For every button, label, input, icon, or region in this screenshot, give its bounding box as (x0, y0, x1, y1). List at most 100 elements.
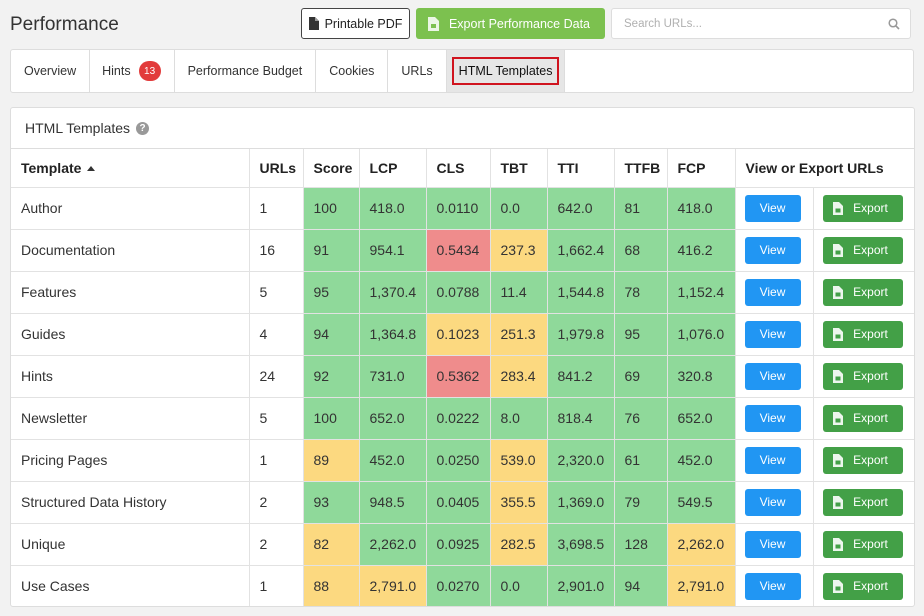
column-header-fcp[interactable]: FCP (667, 149, 736, 188)
column-header-score[interactable]: Score (303, 149, 360, 188)
tti-cell: 1,662.4 (547, 229, 615, 272)
templates-table: Template URLs Score LCP CLS TBT TTI TTFB… (11, 149, 914, 606)
fcp-cell: 1,076.0 (667, 313, 736, 356)
tti-cell: 2,320.0 (547, 439, 615, 482)
lcp-cell: 2,262.0 (359, 523, 427, 566)
export-button[interactable]: Export (822, 488, 903, 516)
column-header-template[interactable]: Template (11, 149, 250, 188)
view-button[interactable]: View (744, 572, 801, 600)
view-button[interactable]: View (744, 278, 801, 306)
export-button[interactable]: Export (822, 572, 903, 600)
template-name: Pricing Pages (11, 439, 250, 482)
spreadsheet-icon (827, 453, 849, 467)
tti-cell: 3,698.5 (547, 523, 615, 566)
fcp-cell: 652.0 (667, 397, 736, 440)
printable-pdf-button[interactable]: Printable PDF (301, 8, 410, 39)
view-cell: View (735, 187, 814, 230)
column-header-urls[interactable]: URLs (249, 149, 304, 188)
cls-cell: 0.5434 (426, 229, 491, 272)
column-header-lcp[interactable]: LCP (359, 149, 427, 188)
export-button[interactable]: Export (822, 236, 903, 264)
tab-performance-budget[interactable]: Performance Budget (175, 50, 317, 92)
hints-count-badge: 13 (138, 61, 161, 81)
score-cell: 95 (303, 271, 360, 314)
view-cell: View (735, 313, 814, 356)
tti-cell: 1,544.8 (547, 271, 615, 314)
search-icon[interactable] (888, 18, 900, 30)
fcp-cell: 2,791.0 (667, 565, 736, 606)
lcp-cell: 1,370.4 (359, 271, 427, 314)
tti-cell: 642.0 (547, 187, 615, 230)
tti-cell: 818.4 (547, 397, 615, 440)
export-cell: Export (813, 439, 914, 482)
table-row: Author 1 100 418.0 0.0110 0.0 642.0 81 418.0 View… (11, 187, 914, 230)
column-header-tti[interactable]: TTI (547, 149, 615, 188)
tab-overview[interactable]: Overview (11, 50, 91, 92)
tbt-cell: 355.5 (490, 481, 548, 524)
view-button[interactable]: View (744, 236, 801, 264)
export-button[interactable]: Export (822, 404, 903, 432)
column-header-ttfb[interactable]: TTFB (614, 149, 668, 188)
template-name: Hints (11, 355, 250, 398)
cls-cell: 0.0222 (426, 397, 491, 440)
score-cell: 92 (303, 355, 360, 398)
table-row: Use Cases 1 88 2,791.0 0.0270 0.0 2,901.0 94 2,7… (11, 565, 914, 606)
view-cell: View (735, 481, 814, 524)
url-count: 1 (249, 565, 304, 606)
view-button[interactable]: View (744, 404, 801, 432)
cls-cell: 0.0788 (426, 271, 491, 314)
column-header-cls[interactable]: CLS (426, 149, 491, 188)
view-button[interactable]: View (744, 362, 801, 390)
export-cell: Export (813, 565, 914, 606)
template-name: Unique (11, 523, 250, 566)
tti-cell: 1,979.8 (547, 313, 615, 356)
spreadsheet-icon (827, 579, 849, 593)
url-count: 24 (249, 355, 304, 398)
export-performance-data-button[interactable]: Export Performance Data (416, 8, 605, 39)
score-cell: 100 (303, 397, 360, 440)
help-icon[interactable]: ? (136, 121, 150, 135)
export-button[interactable]: Export (822, 194, 903, 222)
search-input[interactable] (624, 17, 874, 30)
column-header-tbt[interactable]: TBT (490, 149, 548, 188)
cls-cell: 0.5362 (426, 355, 491, 398)
view-button[interactable]: View (744, 488, 801, 516)
lcp-cell: 948.5 (359, 481, 427, 524)
search-urls[interactable] (611, 8, 911, 39)
export-button[interactable]: Export (822, 278, 903, 306)
tab-urls[interactable]: URLs (388, 50, 447, 92)
table-row: Features 5 95 1,370.4 0.0788 11.4 1,544.8 78 1,1… (11, 271, 914, 314)
export-cell: Export (813, 481, 914, 524)
tab-html-templates[interactable]: HTML Templates (446, 50, 566, 92)
export-button[interactable]: Export (822, 320, 903, 348)
page-title: Performance (10, 14, 119, 35)
tab-label: Performance Budget (187, 64, 303, 78)
export-button[interactable]: Export (822, 446, 903, 474)
url-count: 1 (249, 187, 304, 230)
fcp-cell: 549.5 (667, 481, 736, 524)
tab-label: Cookies (329, 64, 375, 78)
score-cell: 91 (303, 229, 360, 272)
export-performance-data-label: Export Performance Data (448, 16, 591, 31)
export-cell: Export (813, 313, 914, 356)
lcp-cell: 1,364.8 (359, 313, 427, 356)
export-button[interactable]: Export (822, 530, 903, 558)
tbt-cell: 0.0 (490, 565, 548, 606)
tab-cookies[interactable]: Cookies (316, 50, 389, 92)
view-button[interactable]: View (744, 446, 801, 474)
view-button[interactable]: View (744, 194, 801, 222)
view-cell: View (735, 439, 814, 482)
sort-ascending-icon[interactable] (87, 165, 96, 171)
spreadsheet-icon (827, 285, 849, 299)
score-cell: 82 (303, 523, 360, 566)
tab-hints[interactable]: Hints 13 (90, 50, 175, 92)
template-name: Author (11, 187, 250, 230)
export-button[interactable]: Export (822, 362, 903, 390)
view-button[interactable]: View (744, 320, 801, 348)
lcp-cell: 731.0 (359, 355, 427, 398)
cls-cell: 0.1023 (426, 313, 491, 356)
view-button[interactable]: View (744, 530, 801, 558)
url-count: 1 (249, 439, 304, 482)
spreadsheet-icon (827, 495, 849, 509)
cls-cell: 0.0925 (426, 523, 491, 566)
